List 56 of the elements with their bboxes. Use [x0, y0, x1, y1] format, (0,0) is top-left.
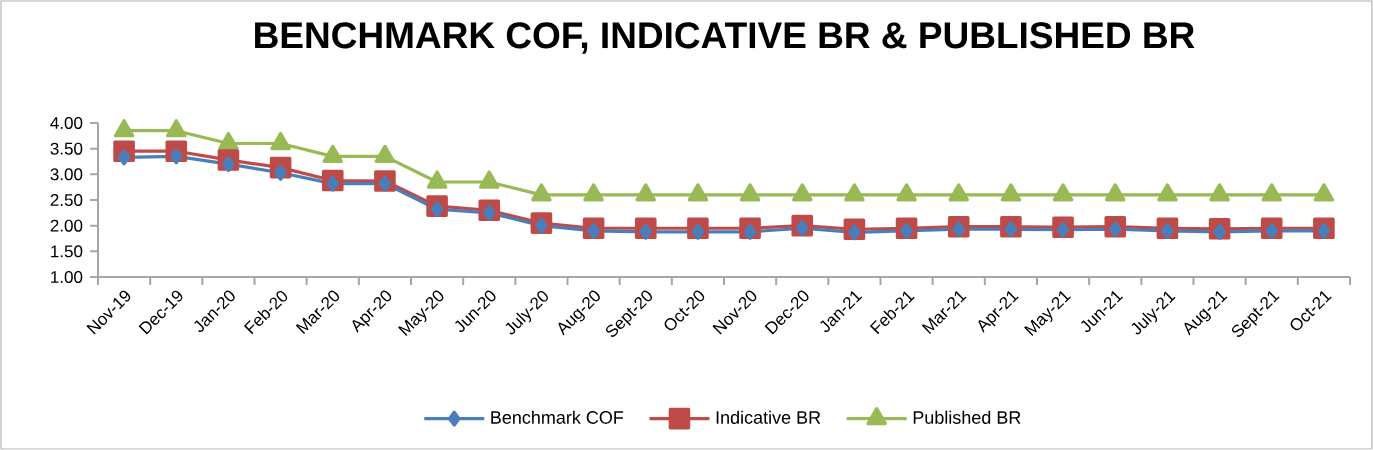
point — [1004, 221, 1018, 238]
point — [900, 222, 913, 239]
point — [1317, 222, 1331, 239]
point — [531, 183, 552, 202]
y-tick-label: 3.50 — [50, 142, 83, 155]
point — [270, 131, 291, 151]
point — [218, 131, 239, 151]
point — [952, 221, 966, 238]
point — [844, 183, 865, 202]
point — [687, 183, 709, 202]
point — [639, 223, 653, 240]
point — [583, 183, 604, 202]
point — [1104, 183, 1126, 202]
point — [1313, 183, 1335, 202]
point — [113, 119, 135, 138]
y-tick-label: 4.00 — [50, 116, 83, 129]
point — [739, 183, 761, 202]
point — [896, 183, 917, 202]
legend-label: Published BR — [913, 410, 1021, 424]
point — [322, 144, 344, 163]
point — [1209, 183, 1230, 202]
point — [374, 144, 396, 163]
point — [1000, 183, 1022, 202]
point — [1056, 221, 1070, 238]
legend-label: Benchmark COF — [491, 410, 624, 424]
point — [326, 175, 340, 192]
point — [535, 217, 548, 234]
y-tick-label: 2.50 — [50, 193, 83, 206]
point — [274, 164, 287, 181]
point — [430, 201, 444, 218]
point — [1261, 183, 1282, 202]
point — [482, 204, 496, 221]
point — [948, 183, 969, 202]
point — [795, 220, 809, 237]
chart-title: BENCHMARK COF, INDICATIVE BR & PUBLISHED BR — [255, 22, 1195, 54]
y-tick-label: 3.00 — [50, 168, 83, 181]
y-tick-label: 1.00 — [51, 270, 83, 283]
point — [1213, 223, 1226, 240]
point — [479, 170, 500, 189]
point — [743, 223, 757, 240]
point — [166, 119, 187, 138]
y-tick-label: 2.00 — [50, 219, 83, 232]
point — [587, 222, 600, 239]
point — [1052, 183, 1074, 202]
point — [691, 223, 705, 240]
point — [791, 183, 813, 202]
point — [1108, 221, 1122, 238]
point — [1265, 222, 1279, 239]
point — [635, 183, 657, 202]
y-tick-label: 1.50 — [51, 245, 83, 258]
legend-label: Indicative BR — [716, 410, 821, 424]
point — [426, 170, 448, 189]
point — [848, 224, 861, 241]
point — [1161, 222, 1174, 239]
point — [1157, 183, 1178, 202]
point — [378, 175, 392, 192]
